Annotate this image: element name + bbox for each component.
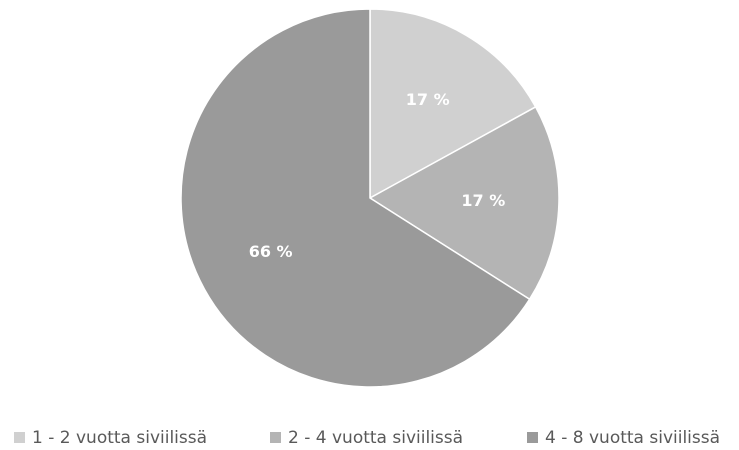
legend-label: 4 - 8 vuotta siviilissä — [545, 428, 720, 448]
data-label: 17 % — [406, 90, 450, 109]
legend-swatch — [270, 432, 281, 443]
pie-slice — [180, 8, 531, 388]
data-label: 17 % — [461, 191, 505, 210]
legend-label: 2 - 4 vuotta siviilissä — [288, 428, 463, 448]
data-label: 66 % — [249, 242, 293, 261]
pie-slice — [369, 8, 537, 200]
legend-label: 1 - 2 vuotta siviilissä — [32, 428, 207, 448]
pie-slice — [368, 105, 560, 301]
legend-swatch — [527, 432, 538, 443]
legend-swatch — [14, 432, 25, 443]
